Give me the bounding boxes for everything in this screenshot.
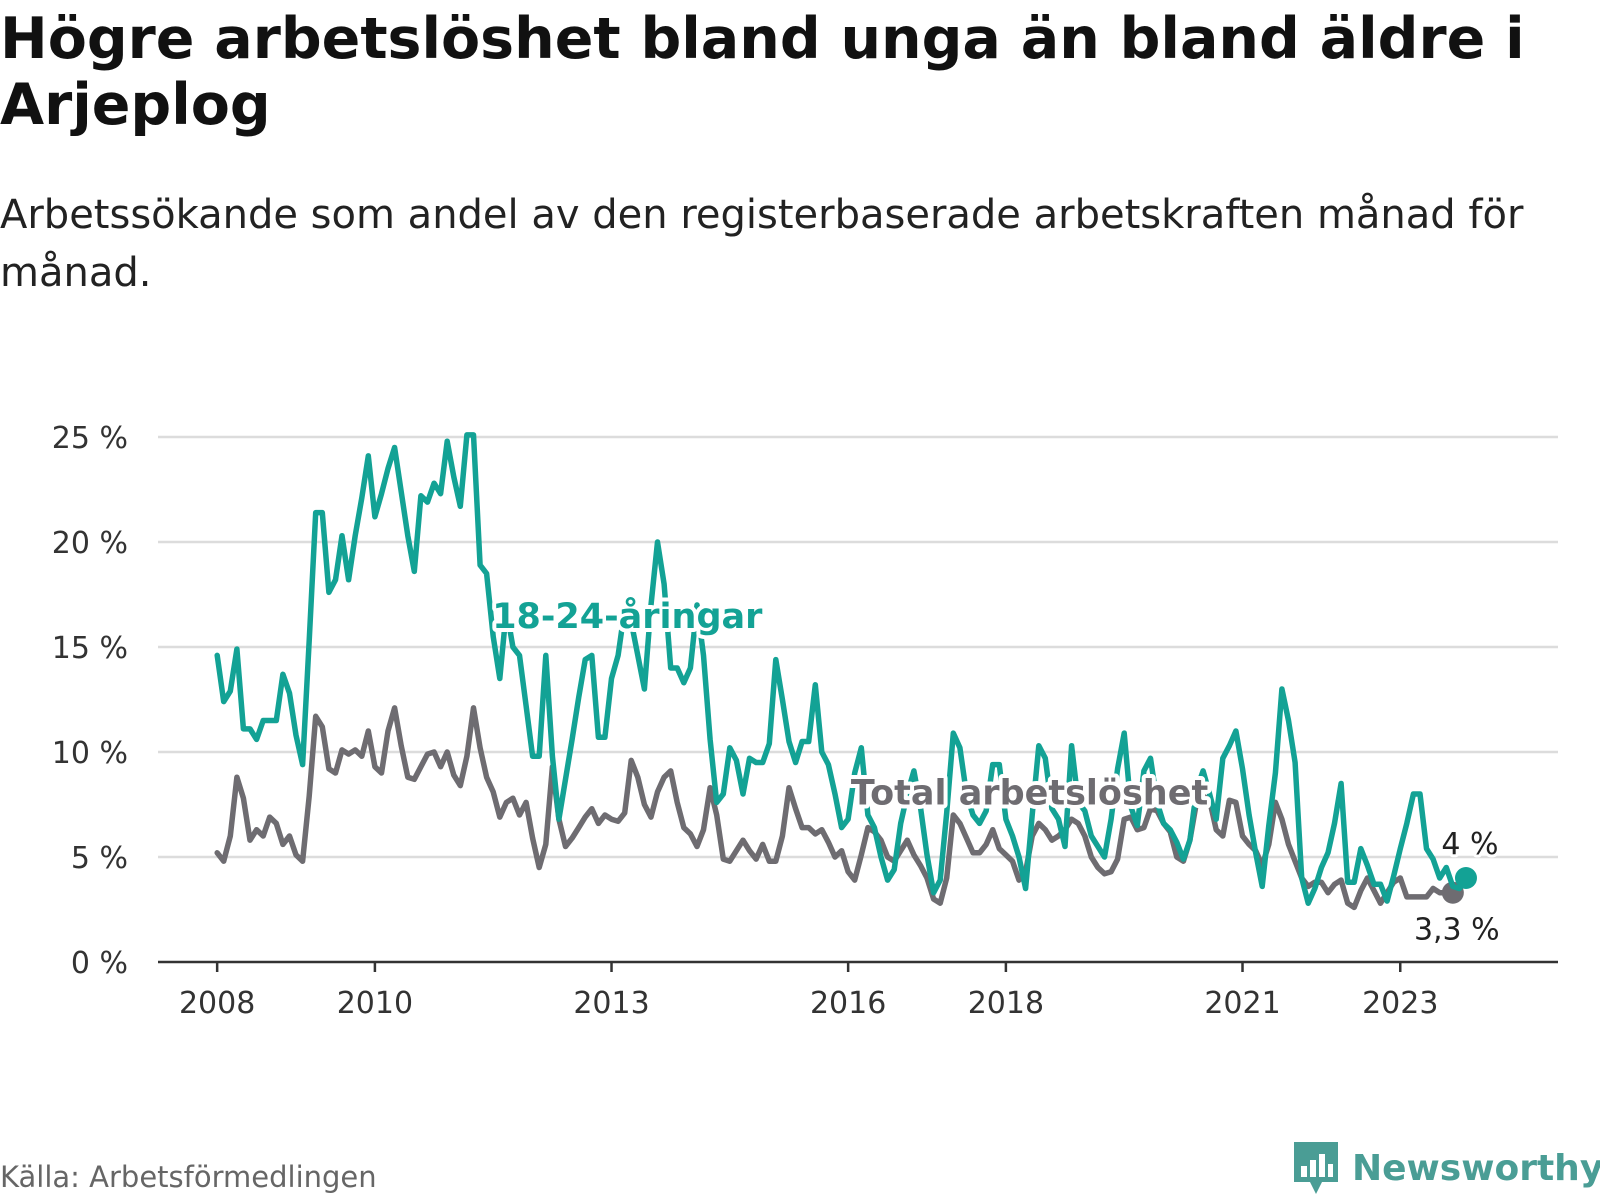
y-tick-label: 15 % (52, 631, 128, 666)
x-tick-label: 2008 (179, 986, 255, 1021)
labels: 18-24-åringar Total arbetslöshet 4 % 3,3 % (488, 592, 1503, 951)
x-tick-label: 2023 (1362, 986, 1438, 1021)
series-lines (214, 432, 1477, 911)
x-tick-label: 2010 (337, 986, 413, 1021)
chart-subtitle: Arbetssökande som andel av den registerb… (0, 192, 1524, 296)
y-tick-label: 0 % (71, 946, 128, 981)
brand-name: Newsworthy (1352, 1147, 1600, 1189)
x-axis: 2008 2010 2013 2016 2018 2021 2023 (158, 960, 1558, 1021)
bar-chart-icon (1294, 1142, 1338, 1194)
x-tick-label: 2013 (573, 986, 649, 1021)
grid-lines: 0 % 5 % 10 % 15 % 20 % 25 % (52, 421, 1558, 981)
brand-logo[interactable]: Newsworthy (1292, 1140, 1600, 1196)
end-value-label: 3,3 % (1414, 913, 1500, 948)
series-label: 18-24-åringar (492, 596, 763, 637)
y-tick-label: 5 % (71, 841, 128, 876)
y-tick-label: 20 % (52, 526, 128, 561)
x-tick-label: 2021 (1204, 986, 1280, 1021)
chart-title: Högre arbetslöshet bland unga än bland ä… (0, 6, 1525, 138)
y-tick-label: 25 % (52, 421, 128, 456)
series-line (214, 432, 1469, 906)
series-end-point (1454, 867, 1477, 889)
series-label: Total arbetslöshet (851, 774, 1208, 814)
series-line (214, 705, 1456, 911)
source-note: Källa: Arbetsförmedlingen (0, 1160, 377, 1194)
x-tick-label: 2018 (968, 986, 1044, 1021)
y-tick-label: 10 % (52, 736, 128, 771)
end-value-label: 4 % (1441, 827, 1498, 862)
x-tick-label: 2016 (810, 986, 886, 1021)
